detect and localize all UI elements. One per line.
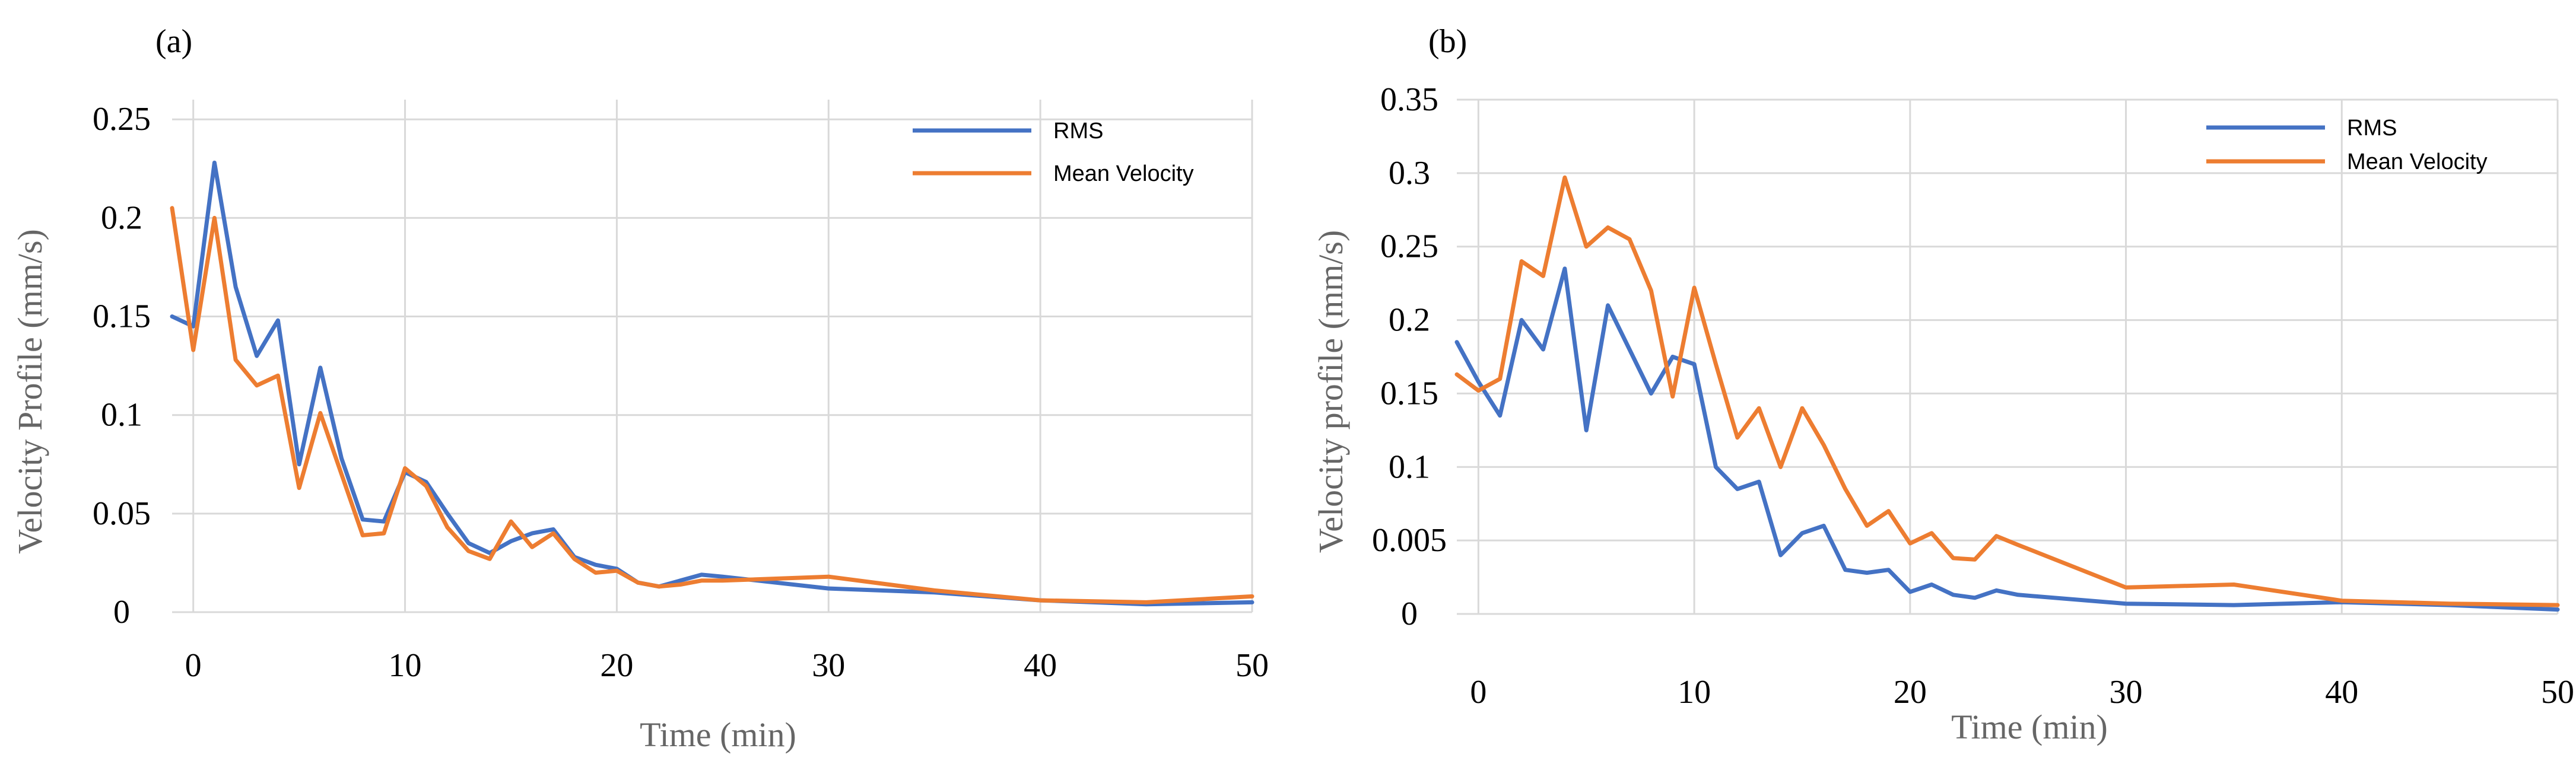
legend-label-mean-velocity: Mean Velocity: [2347, 149, 2488, 174]
panel-a-label: (a): [155, 23, 192, 60]
y-tick-label: 0.005: [1372, 522, 1447, 559]
panel-b-y-ticks: 0 0.005 0.1 0.15 0.2 0.25 0.3 0.35: [1372, 81, 1447, 632]
y-tick-label: 0.15: [1380, 375, 1438, 412]
x-tick-label: 50: [2541, 674, 2574, 711]
x-tick-label: 10: [1678, 674, 1711, 711]
y-tick-label: 0.25: [1380, 228, 1438, 265]
panel-a-x-axis-title: Time (min): [640, 715, 796, 754]
panel-b-legend: RMS Mean Velocity: [2206, 116, 2488, 174]
panel-a-y-ticks: 0 0.05 0.1 0.15 0.2 0.25: [93, 101, 151, 631]
x-tick-label: 20: [1894, 674, 1927, 711]
series-line-mean-velocity: [170, 206, 1254, 604]
y-tick-label: 0.25: [93, 101, 151, 138]
x-tick-label: 30: [812, 647, 845, 684]
x-tick-label: 0: [185, 647, 202, 684]
x-tick-label: 50: [1235, 647, 1269, 684]
panel-a-y-axis-title: Velocity Profile (mm/s): [11, 229, 49, 554]
legend-label-rms: RMS: [1053, 119, 1103, 144]
y-tick-label: 0.2: [1389, 302, 1430, 339]
panel-a-gridlines: [172, 100, 1253, 613]
panel-b-series: [1454, 175, 2560, 612]
y-tick-label: 0: [1401, 596, 1418, 632]
x-tick-label: 20: [600, 647, 633, 684]
panel-b-gridlines: [1457, 98, 2559, 615]
x-tick-label: 0: [1470, 674, 1486, 711]
x-tick-label: 40: [1024, 647, 1057, 684]
panel-a-legend: RMS Mean Velocity: [913, 119, 1194, 186]
series-line-rms: [170, 160, 1254, 607]
y-tick-label: 0.05: [93, 495, 151, 532]
y-tick-label: 0.2: [101, 199, 142, 236]
y-tick-label: 0.35: [1380, 81, 1438, 118]
legend-label-rms: RMS: [2347, 116, 2397, 141]
chart-panel-b: (b) 0 0.005 0.1 0.15 0.2 0.25 0.3 0.35 0 10 20 30 4…: [1311, 23, 2574, 746]
legend-label-mean-velocity: Mean Velocity: [1053, 161, 1194, 186]
y-tick-label: 0.15: [93, 298, 151, 335]
panel-a-x-ticks: 0 10 20 30 40 50: [185, 647, 1269, 684]
series-line-mean-velocity: [1454, 175, 2560, 607]
chart-panel-a: (a) 0 0.05 0.1 0.15 0.2 0.25 0 10 20 30 40 50 Time…: [11, 23, 1269, 754]
x-tick-label: 10: [389, 647, 422, 684]
x-tick-label: 30: [2110, 674, 2143, 711]
y-tick-label: 0: [113, 594, 130, 631]
panel-b-x-axis-title: Time (min): [1951, 708, 2108, 746]
panel-b-x-ticks: 0 10 20 30 40 50: [1470, 674, 2574, 711]
y-tick-label: 0.1: [1389, 448, 1430, 485]
panel-a-series: [170, 160, 1254, 607]
x-tick-label: 40: [2325, 674, 2358, 711]
y-tick-label: 0.3: [1389, 155, 1430, 192]
panel-b-y-axis-title: Velocity profile (mm/s): [1311, 230, 1350, 553]
panel-b-label: (b): [1428, 23, 1467, 60]
series-line-rms: [1454, 266, 2560, 612]
y-tick-label: 0.1: [101, 397, 142, 434]
